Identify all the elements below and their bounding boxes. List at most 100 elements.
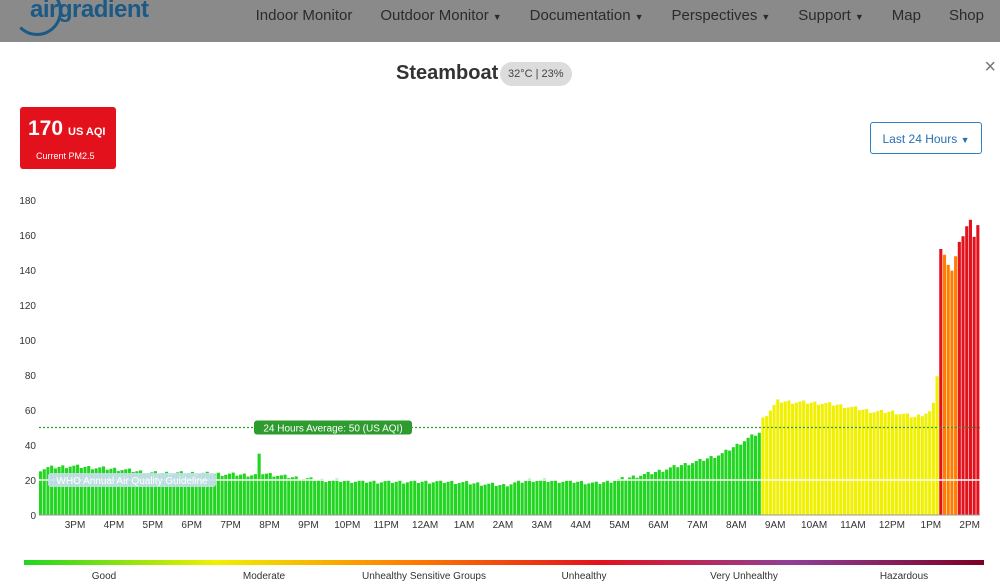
data-bar — [109, 468, 113, 515]
data-bar — [520, 482, 524, 515]
data-bar — [190, 471, 194, 515]
nav-item-label: Perspectives — [671, 7, 758, 24]
data-bar — [435, 481, 439, 515]
data-bar — [350, 482, 354, 515]
data-bar — [865, 409, 869, 515]
data-bar — [64, 468, 69, 515]
data-bar — [942, 254, 947, 515]
data-bar — [783, 401, 787, 515]
data-bar — [754, 435, 758, 515]
data-bar — [594, 481, 598, 515]
nav-item-label: Documentation — [529, 7, 631, 24]
data-bar — [305, 478, 309, 515]
data-bar — [83, 467, 87, 515]
data-bar — [150, 472, 154, 515]
airgradient-logo-icon[interactable] — [12, 0, 62, 36]
nav-item-perspectives[interactable]: Perspectives ▼ — [672, 7, 771, 24]
data-bar — [487, 483, 491, 515]
close-icon[interactable]: × — [984, 56, 996, 78]
data-bar — [531, 481, 535, 515]
data-bar — [879, 409, 884, 515]
data-bar — [353, 481, 358, 515]
who-guideline-label: WHO Annual Air Quality Guideline — [56, 476, 208, 487]
data-bar — [535, 480, 539, 515]
y-tick-label: 140 — [19, 266, 36, 277]
nav-item-map[interactable]: Map — [892, 7, 921, 24]
data-bar — [398, 480, 402, 515]
data-bar — [405, 482, 409, 515]
nav-item-label: Support — [798, 7, 851, 24]
data-bar — [787, 400, 791, 515]
y-tick-label: 180 — [19, 196, 36, 207]
logo-text[interactable]: airgradient — [30, 0, 149, 23]
data-bar — [220, 475, 224, 515]
data-bar — [772, 405, 776, 515]
data-bar — [861, 409, 865, 515]
data-bar — [290, 477, 295, 515]
nav-item-indoor-monitor[interactable]: Indoor Monitor — [256, 7, 353, 24]
data-bar — [124, 469, 128, 515]
data-bar — [57, 466, 61, 515]
data-bar — [172, 473, 176, 515]
data-bar — [442, 482, 446, 515]
time-range-label: Last 24 Hours — [882, 132, 958, 146]
data-bar — [624, 479, 628, 515]
data-bar — [791, 403, 795, 515]
data-bar — [53, 468, 57, 515]
data-bar — [61, 465, 65, 515]
data-bar — [402, 483, 406, 515]
data-bar — [524, 480, 528, 515]
x-tick-label: 8AM — [726, 520, 747, 531]
data-bar — [957, 241, 961, 515]
data-bar — [909, 417, 913, 515]
data-bar — [72, 465, 76, 515]
y-tick-label: 40 — [25, 441, 37, 452]
nav-item-label: Indoor Monitor — [255, 7, 353, 24]
data-bar — [653, 472, 658, 515]
y-tick-label: 100 — [19, 336, 36, 347]
data-bar — [550, 480, 554, 515]
data-bar — [709, 456, 713, 515]
top-navigation-bar: airgradient Indoor Monitor Outdoor Monito… — [0, 0, 1000, 42]
data-bar — [724, 449, 728, 515]
data-bar — [824, 403, 828, 515]
data-bar — [79, 467, 83, 515]
data-bar — [283, 474, 287, 515]
data-bar — [628, 477, 632, 515]
data-bar — [202, 472, 206, 515]
nav-item-support[interactable]: Support ▼ — [798, 7, 863, 24]
data-bar — [902, 413, 906, 515]
data-bar — [905, 413, 910, 515]
pm25-history-chart: 0 20 40 60 80 100 120 140 160 180 3PM 4PM 5PM 6PM 7PM 8… — [19, 196, 984, 582]
data-bar — [876, 411, 880, 515]
time-range-dropdown[interactable]: Last 24 Hours ▼ — [870, 122, 982, 154]
data-bar — [750, 434, 754, 515]
x-tick-label: 2AM — [493, 520, 514, 531]
data-bar — [76, 464, 80, 515]
data-bar — [39, 471, 43, 515]
data-bar — [694, 461, 698, 515]
data-bar — [946, 264, 950, 515]
data-bar — [479, 485, 483, 515]
chevron-down-icon: ▼ — [634, 12, 644, 22]
nav-item-documentation[interactable]: Documentation ▼ — [530, 7, 644, 24]
nav-item-shop[interactable]: Shop — [949, 7, 984, 24]
nav-item-outdoor-monitor[interactable]: Outdoor Monitor ▼ — [380, 7, 501, 24]
aqi-category-label: Unhealthy Sensitive Groups — [362, 571, 486, 582]
weather-badge: 32°C | 23% — [500, 62, 572, 86]
x-tick-label: 4AM — [570, 520, 591, 531]
data-bar — [320, 478, 324, 515]
data-bar — [891, 410, 895, 515]
data-bar — [557, 482, 561, 515]
data-bar — [302, 479, 306, 515]
data-bar — [335, 478, 339, 515]
data-bar — [50, 465, 54, 515]
data-bar — [968, 219, 972, 515]
x-tick-label: 7AM — [687, 520, 708, 531]
data-bar — [287, 478, 291, 515]
data-bar — [161, 473, 165, 515]
y-tick-label: 120 — [19, 301, 36, 312]
average-label: 24 Hours Average: 50 (US AQI) — [263, 424, 402, 435]
x-tick-label: 8PM — [259, 520, 280, 531]
data-bar — [327, 480, 332, 515]
